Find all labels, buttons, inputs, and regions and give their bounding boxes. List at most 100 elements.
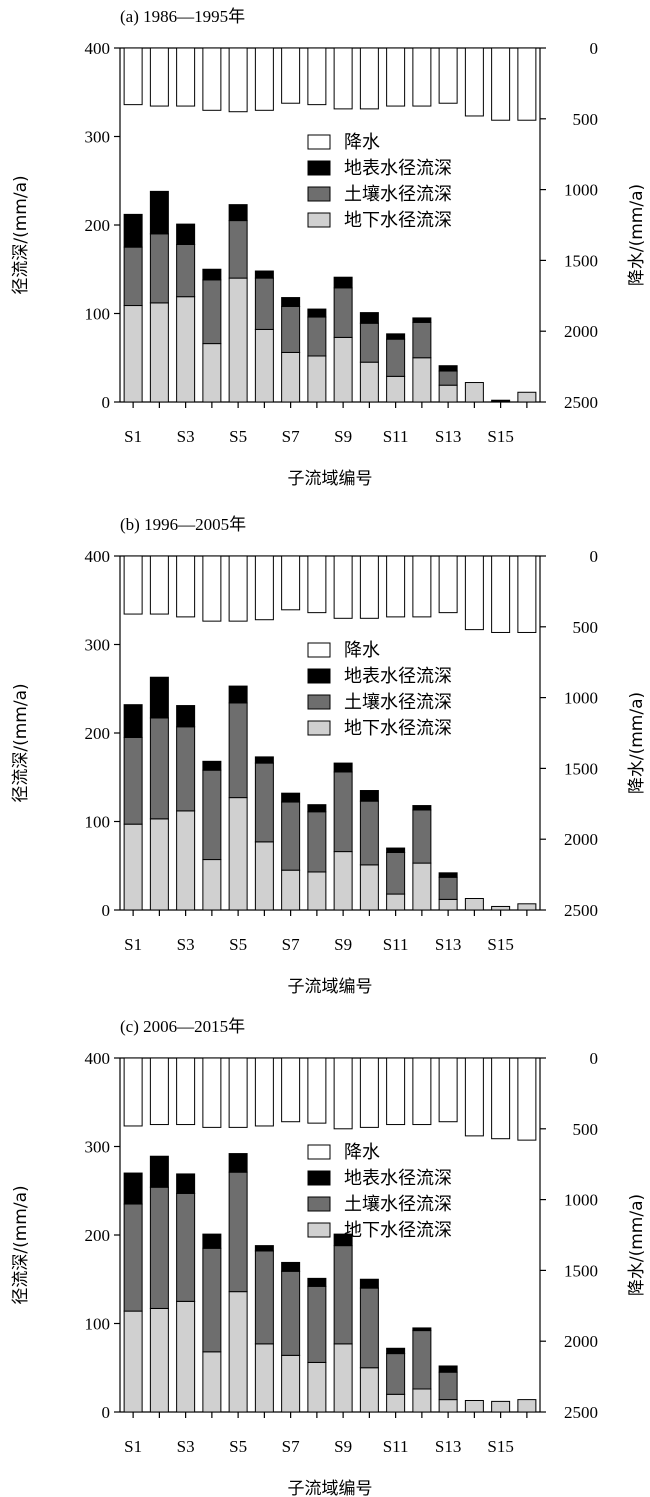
x-tick-label: S13: [435, 935, 461, 954]
runoff-bar-segment: [491, 1400, 511, 1413]
runoff-bar-segment: [281, 1270, 301, 1356]
runoff-bar-segment: [333, 1343, 353, 1413]
precip-bar: [438, 555, 458, 614]
runoff-bar-segment: [307, 1277, 327, 1287]
precip-bar: [149, 47, 169, 107]
runoff-bar-segment: [228, 702, 248, 799]
precip-bar: [359, 555, 379, 619]
runoff-bar-segment: [438, 872, 458, 878]
x-tick-label: S15: [487, 935, 513, 954]
runoff-bar-segment: [176, 1300, 196, 1413]
runoff-bar-segment: [202, 1247, 222, 1353]
runoff-bar-segment: [333, 1233, 353, 1247]
precip-bar: [464, 555, 484, 631]
x-tick-label: S1: [124, 935, 142, 954]
y2-axis-title: 降水/(mm/a): [627, 692, 647, 794]
precip-bar: [176, 555, 196, 618]
legend-label: 降水: [344, 1142, 380, 1163]
y2-tick-label: 500: [573, 618, 599, 637]
runoff-bar-segment: [281, 297, 301, 307]
precip-bar: [123, 1057, 143, 1127]
runoff-bar-segment: [202, 769, 222, 861]
precip-bar: [359, 47, 379, 110]
y2-tick-label: 1000: [564, 689, 598, 708]
precip-bar: [438, 1057, 458, 1123]
runoff-bar-segment: [386, 375, 406, 403]
runoff-bar-segment: [202, 1233, 222, 1249]
runoff-bar-segment: [412, 1388, 432, 1413]
y2-tick-label: 0: [590, 39, 599, 58]
runoff-bar-segment: [386, 338, 406, 377]
precip-bar: [307, 47, 327, 106]
y2-tick-label: 2000: [564, 1332, 598, 1351]
y2-tick-label: 2500: [564, 1403, 598, 1422]
precip-bar: [464, 47, 484, 117]
runoff-bar-segment: [333, 762, 353, 773]
y-tick-label: 400: [85, 547, 111, 566]
y2-tick-label: 0: [590, 1049, 599, 1068]
precip-bar: [228, 1057, 248, 1128]
precip-bar: [412, 47, 432, 107]
runoff-bar-segment: [149, 676, 169, 719]
y-tick-label: 100: [85, 1315, 111, 1334]
legend-swatch: [307, 134, 331, 150]
y-axis-title: 径流深/(mm/a): [11, 1185, 31, 1304]
runoff-bar-segment: [386, 333, 406, 340]
precip-bar: [202, 555, 222, 622]
runoff-bar-segment: [386, 1393, 406, 1413]
precip-bar: [254, 47, 274, 111]
runoff-bar-segment: [412, 317, 432, 323]
runoff-bar-segment: [202, 343, 222, 403]
runoff-bar-segment: [359, 361, 379, 403]
legend-swatch: [307, 160, 331, 176]
x-tick-label: S3: [177, 935, 195, 954]
runoff-bar-segment: [254, 270, 274, 279]
runoff-bar-segment: [412, 862, 432, 911]
precip-bar: [123, 47, 143, 106]
runoff-bar-segment: [307, 1361, 327, 1413]
x-tick-label: S7: [282, 1437, 300, 1456]
x-tick-label: S3: [177, 427, 195, 446]
runoff-bar-segment: [333, 771, 353, 853]
precip-bar: [333, 1057, 353, 1130]
runoff-bar-segment: [281, 801, 301, 871]
x-tick-label: S15: [487, 427, 513, 446]
legend-label: 地下水径流深: [344, 718, 452, 739]
runoff-bar-segment: [517, 1399, 537, 1413]
runoff-bar-segment: [254, 762, 274, 843]
runoff-bar-segment: [464, 1399, 484, 1413]
runoff-bar-segment: [149, 302, 169, 403]
legend-swatch: [307, 1144, 331, 1160]
y-tick-label: 200: [85, 1226, 111, 1245]
precip-bar: [202, 47, 222, 111]
legend-label: 土壤水径流深: [344, 184, 452, 205]
x-axis-title: 子流域编号: [288, 977, 373, 997]
runoff-bar-segment: [412, 357, 432, 403]
runoff-bar-segment: [412, 1330, 432, 1390]
runoff-bar-segment: [359, 864, 379, 911]
legend-swatch: [307, 668, 331, 684]
precip-bar: [464, 1057, 484, 1137]
y-tick-label: 200: [85, 724, 111, 743]
runoff-bar-segment: [123, 1203, 143, 1312]
x-tick-label: S11: [383, 1437, 409, 1456]
y-tick-label: 200: [85, 216, 111, 235]
y2-tick-label: 1000: [564, 1191, 598, 1210]
y2-tick-label: 1500: [564, 1261, 598, 1280]
runoff-bar-segment: [149, 818, 169, 911]
precip-bar: [281, 47, 301, 104]
runoff-bar-segment: [412, 1327, 432, 1332]
runoff-bar-segment: [386, 851, 406, 895]
runoff-bar-segment: [123, 246, 143, 307]
runoff-bar-segment: [123, 305, 143, 403]
x-axis-title: 子流域编号: [288, 469, 373, 489]
runoff-bar-segment: [176, 1173, 196, 1194]
runoff-bar-segment: [464, 897, 484, 911]
runoff-bar-segment: [254, 1343, 274, 1413]
y2-tick-label: 500: [573, 110, 599, 129]
runoff-bar-segment: [359, 312, 379, 324]
runoff-bar-segment: [464, 382, 484, 403]
precip-bar: [149, 1057, 169, 1126]
runoff-bar-segment: [149, 233, 169, 304]
